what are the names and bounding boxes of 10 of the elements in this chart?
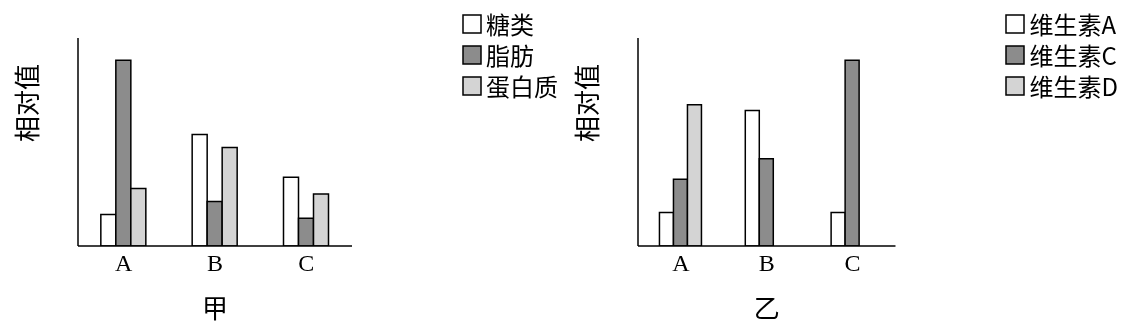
x-axis-title: 乙 — [753, 288, 780, 325]
x-tick-label: B — [758, 250, 775, 277]
x-tick-label: A — [672, 250, 691, 277]
y-axis-title: 相对值 — [7, 63, 45, 142]
y-axis-title: 相对值 — [567, 63, 605, 142]
x-tick-label: C — [298, 250, 315, 277]
x-tick-label: A — [114, 250, 133, 277]
x-tick-label: C — [844, 250, 861, 277]
x-tick-label: B — [206, 250, 224, 277]
x-axis-title: 甲 — [201, 288, 229, 325]
